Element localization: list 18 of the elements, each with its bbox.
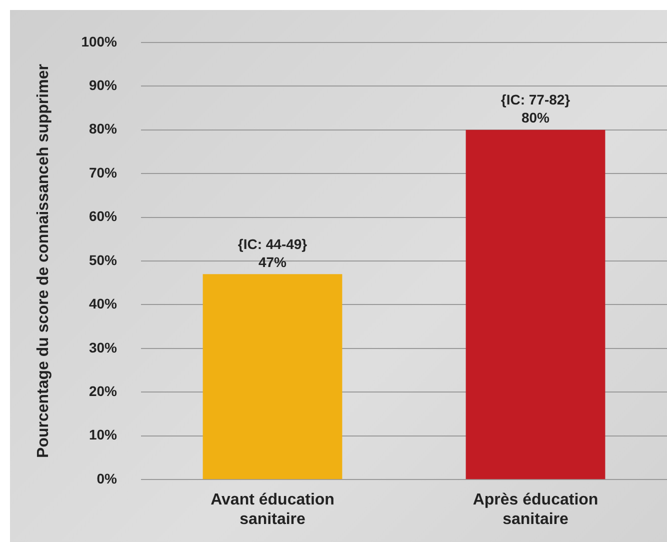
y-tick-label: 70% <box>88 164 118 180</box>
y-tick-label: 40% <box>88 296 118 312</box>
annotation: {IC: 77-82} <box>500 92 571 108</box>
y-tick-label: 20% <box>88 383 118 400</box>
data-label: 80% <box>521 110 550 126</box>
y-tick-label: 10% <box>88 426 118 443</box>
y-tick-label: 100% <box>81 33 118 50</box>
y-tick-label: 0% <box>96 470 118 486</box>
y-axis-title: Pourcentage du score de connaissanceh supprimer <box>35 64 52 458</box>
y-tick-label: 80% <box>88 120 118 137</box>
y-tick-label: 90% <box>88 76 118 93</box>
y-tick-label: 30% <box>88 339 118 356</box>
x-tick-label: Après éducation sanitaire <box>472 492 598 528</box>
annotation: {IC: 44-49} <box>238 236 308 252</box>
x-tick-label: Avant éducation sanitaire <box>210 492 334 528</box>
y-tick-label: 50% <box>88 252 118 268</box>
data-label: 47% <box>258 254 288 270</box>
y-tick-label: 60% <box>88 208 118 224</box>
